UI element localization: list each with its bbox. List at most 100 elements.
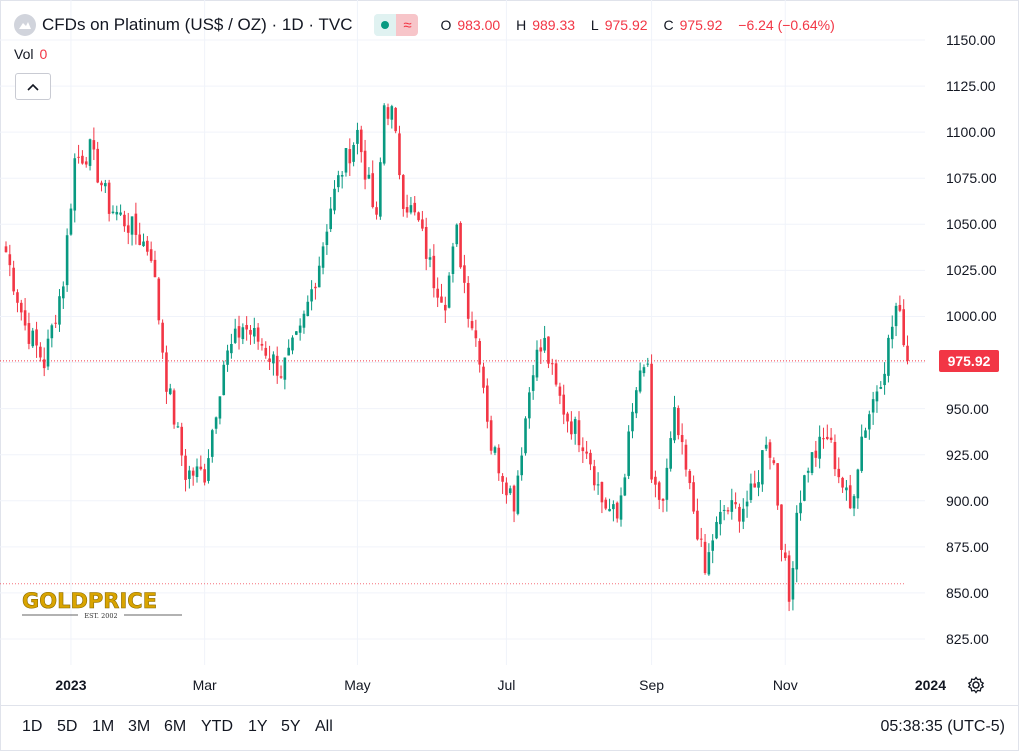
candle-body xyxy=(814,450,818,458)
candle-body xyxy=(577,420,581,446)
range-5y-button[interactable]: 5Y xyxy=(281,718,301,735)
range-all-button[interactable]: All xyxy=(315,718,333,735)
candle-body xyxy=(852,496,856,509)
candle-body xyxy=(188,470,191,479)
time-axis[interactable]: 2023 Mar May Jul Sep Nov 2024 xyxy=(0,665,1019,705)
candle-body xyxy=(879,387,883,389)
price-tick-label: 900.00 xyxy=(946,492,989,509)
candle-body xyxy=(195,466,199,478)
candle-body xyxy=(520,455,523,476)
candle-body xyxy=(268,358,271,362)
price-tick-label: 875.00 xyxy=(946,538,989,555)
volume-value: 0 xyxy=(39,46,48,62)
candle-body xyxy=(291,337,294,351)
candle-body xyxy=(417,212,420,221)
range-3m-button[interactable]: 3M xyxy=(128,718,151,735)
candle-body xyxy=(508,488,512,494)
status-pill[interactable]: ≈ xyxy=(374,14,419,36)
candle-body xyxy=(822,438,825,440)
candle-body xyxy=(153,259,157,278)
range-6m-button[interactable]: 6M xyxy=(164,718,187,735)
candle-body xyxy=(478,341,481,365)
candle-body xyxy=(210,430,214,457)
range-ytd-button[interactable]: YTD xyxy=(201,718,233,735)
candle-body xyxy=(77,156,80,158)
candle-body xyxy=(214,417,218,429)
gear-icon xyxy=(967,675,985,699)
candle-body xyxy=(379,162,382,217)
chart-settings-button[interactable] xyxy=(965,675,987,699)
candle-body xyxy=(199,466,203,470)
candle-body xyxy=(703,541,707,574)
candle-body xyxy=(535,349,539,378)
candle-body xyxy=(104,183,107,187)
candle-body xyxy=(497,447,501,474)
candle-body xyxy=(654,476,657,485)
candle-body xyxy=(222,364,226,396)
candle-body xyxy=(161,322,164,353)
candle-body xyxy=(711,540,714,551)
price-tick-label: 1150.00 xyxy=(946,32,996,48)
candle-body xyxy=(245,325,248,330)
candle-body xyxy=(65,235,69,286)
candle-body xyxy=(42,359,46,369)
price-tick-label: 825.00 xyxy=(946,631,989,647)
candle-body xyxy=(249,329,252,335)
candle-body xyxy=(787,555,791,602)
candle-body xyxy=(768,442,772,458)
volume-label[interactable]: Vol xyxy=(14,46,34,62)
open-value: 983.00 xyxy=(457,17,501,33)
candle-body xyxy=(554,363,558,385)
candle-body xyxy=(868,414,871,430)
candle-body xyxy=(741,508,745,522)
candle-body xyxy=(107,182,111,214)
candle-body xyxy=(856,469,860,499)
candle-body xyxy=(528,392,531,419)
candle-body xyxy=(348,149,352,164)
candle-body xyxy=(615,502,619,519)
collapse-legend-button[interactable] xyxy=(15,73,51,100)
candle-body xyxy=(356,129,359,144)
range-1m-button[interactable]: 1M xyxy=(92,718,115,735)
candle-body xyxy=(424,226,428,259)
range-5d-button[interactable]: 5D xyxy=(57,718,78,735)
candle-body xyxy=(310,289,313,302)
range-1y-button[interactable]: 1Y xyxy=(248,718,268,735)
candle-body xyxy=(321,246,325,268)
time-tick-label: Sep xyxy=(639,677,665,693)
watermark-est: EST. 2002 xyxy=(84,612,117,620)
candle-body xyxy=(543,337,546,351)
candle-body xyxy=(474,330,478,339)
chevron-up-icon xyxy=(27,78,39,96)
candle-body xyxy=(119,212,122,215)
candle-body xyxy=(382,105,386,164)
candle-body xyxy=(841,477,844,488)
candlestick-chart[interactable] xyxy=(0,0,925,665)
candle-body xyxy=(699,538,703,540)
candle-body xyxy=(902,309,905,346)
candle-body xyxy=(126,225,130,233)
candle-body xyxy=(295,331,298,335)
chart-area[interactable] xyxy=(0,0,925,665)
candle-body xyxy=(386,107,390,119)
high-value: 989.33 xyxy=(532,17,576,33)
candle-body xyxy=(436,288,439,298)
candle-body xyxy=(860,436,863,471)
candle-body xyxy=(50,325,54,339)
candle-body xyxy=(608,508,611,512)
clock-timezone[interactable]: 05:38:35 (UTC-5) xyxy=(880,718,1006,735)
candle-body xyxy=(371,173,375,208)
range-1d-button[interactable]: 1D xyxy=(22,718,43,735)
candle-body xyxy=(493,447,497,453)
price-axis[interactable]: 1150.00 1125.00 1100.00 1075.00 1050.00 1025.… xyxy=(925,0,1019,665)
candle-body xyxy=(707,552,711,575)
candle-body xyxy=(887,337,890,376)
change-value: −6.24 (−0.64%) xyxy=(738,17,835,33)
candle-body xyxy=(325,231,329,245)
price-tick-label: 1025.00 xyxy=(946,262,997,279)
candle-body xyxy=(612,504,615,510)
candle-body xyxy=(871,399,875,413)
candle-body xyxy=(661,498,665,501)
symbol-title[interactable]: CFDs on Platinum (US$ / OZ) · 1D · TVC xyxy=(42,15,353,34)
low-key: L xyxy=(590,17,599,33)
